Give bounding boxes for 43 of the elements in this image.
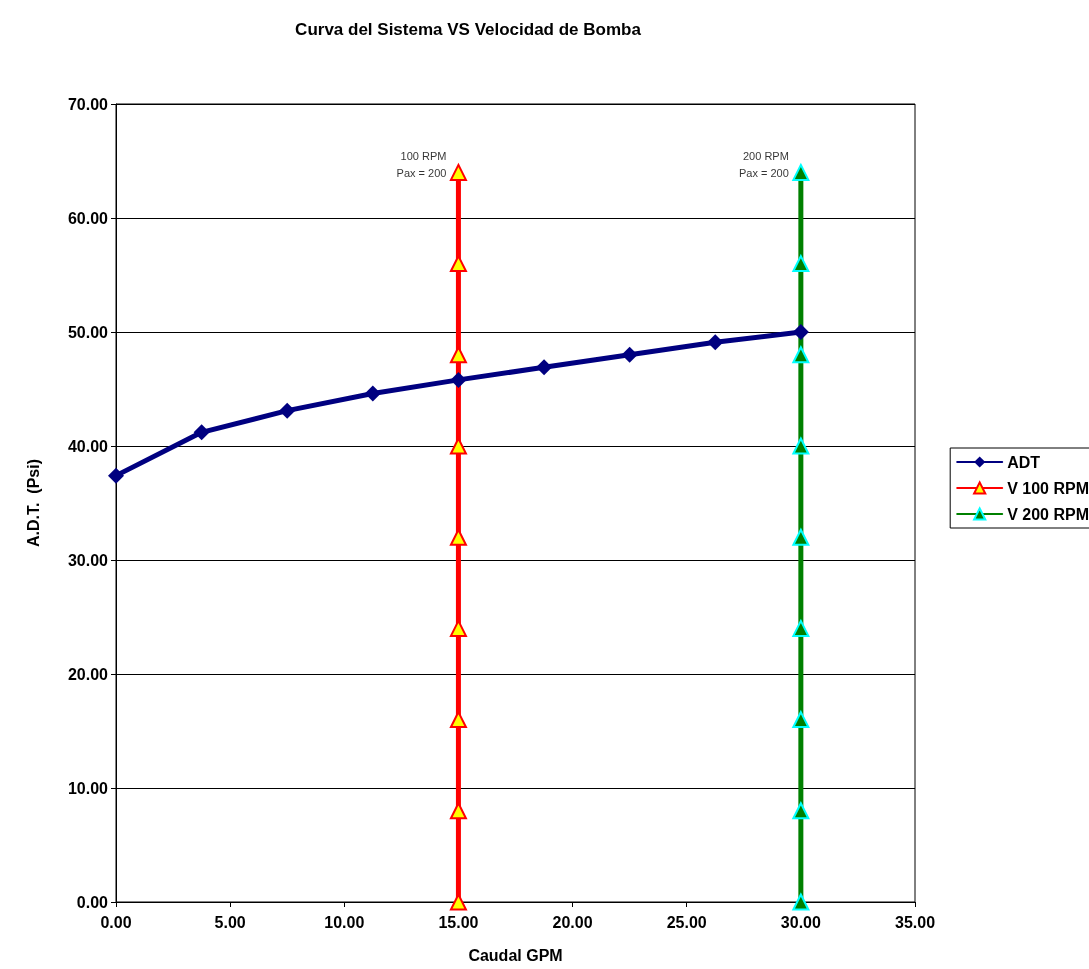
point [450,371,467,388]
annotation: 200 RPM Pax = 200 [739,149,789,179]
y-axis-title: A.D.T. (Psi) [24,458,42,548]
legend-label: V 200 RPM [1007,505,1089,523]
y-tick-label: 20.00 [67,665,109,683]
point [621,346,638,363]
point [279,402,296,419]
annotation: 100 RPM Pax = 200 [396,149,447,179]
x-tick-label: 35.00 [894,913,936,931]
y-tick-label: 50.00 [67,323,109,341]
point [792,619,810,637]
x-tick-label: 0.00 [100,913,132,931]
y-tick-label: 30.00 [67,551,109,569]
x-tick-label: 5.00 [214,913,246,931]
y-tick-label: 60.00 [67,209,109,227]
x-tick-label: 30.00 [780,913,821,931]
point [193,424,210,441]
point [536,359,553,376]
point [792,437,810,455]
point [792,255,810,273]
x-tick-label: 10.00 [324,913,365,931]
chart-title: Curva del Sistema VS Velocidad de Bomba [295,20,642,39]
point [108,467,124,484]
point [707,334,724,351]
point [792,711,810,729]
y-tick-label: 0.00 [76,893,109,911]
point [792,802,810,820]
point [449,163,467,181]
y-tick-label: 70.00 [67,95,109,113]
y-tick-label: 40.00 [67,437,109,455]
legend-label: ADT [1007,453,1041,471]
legend-label: V 100 RPM [1007,479,1089,497]
point [792,893,810,911]
point [792,324,809,340]
point [792,163,810,181]
x-tick-label: 25.00 [666,913,707,931]
x-tick-label: 15.00 [438,913,479,931]
point [364,385,381,402]
y-tick-label: 10.00 [67,779,109,797]
point [792,346,810,364]
x-tick-label: 20.00 [552,913,593,931]
x-axis-title: Caudal GPM [468,946,563,964]
point [792,528,810,546]
